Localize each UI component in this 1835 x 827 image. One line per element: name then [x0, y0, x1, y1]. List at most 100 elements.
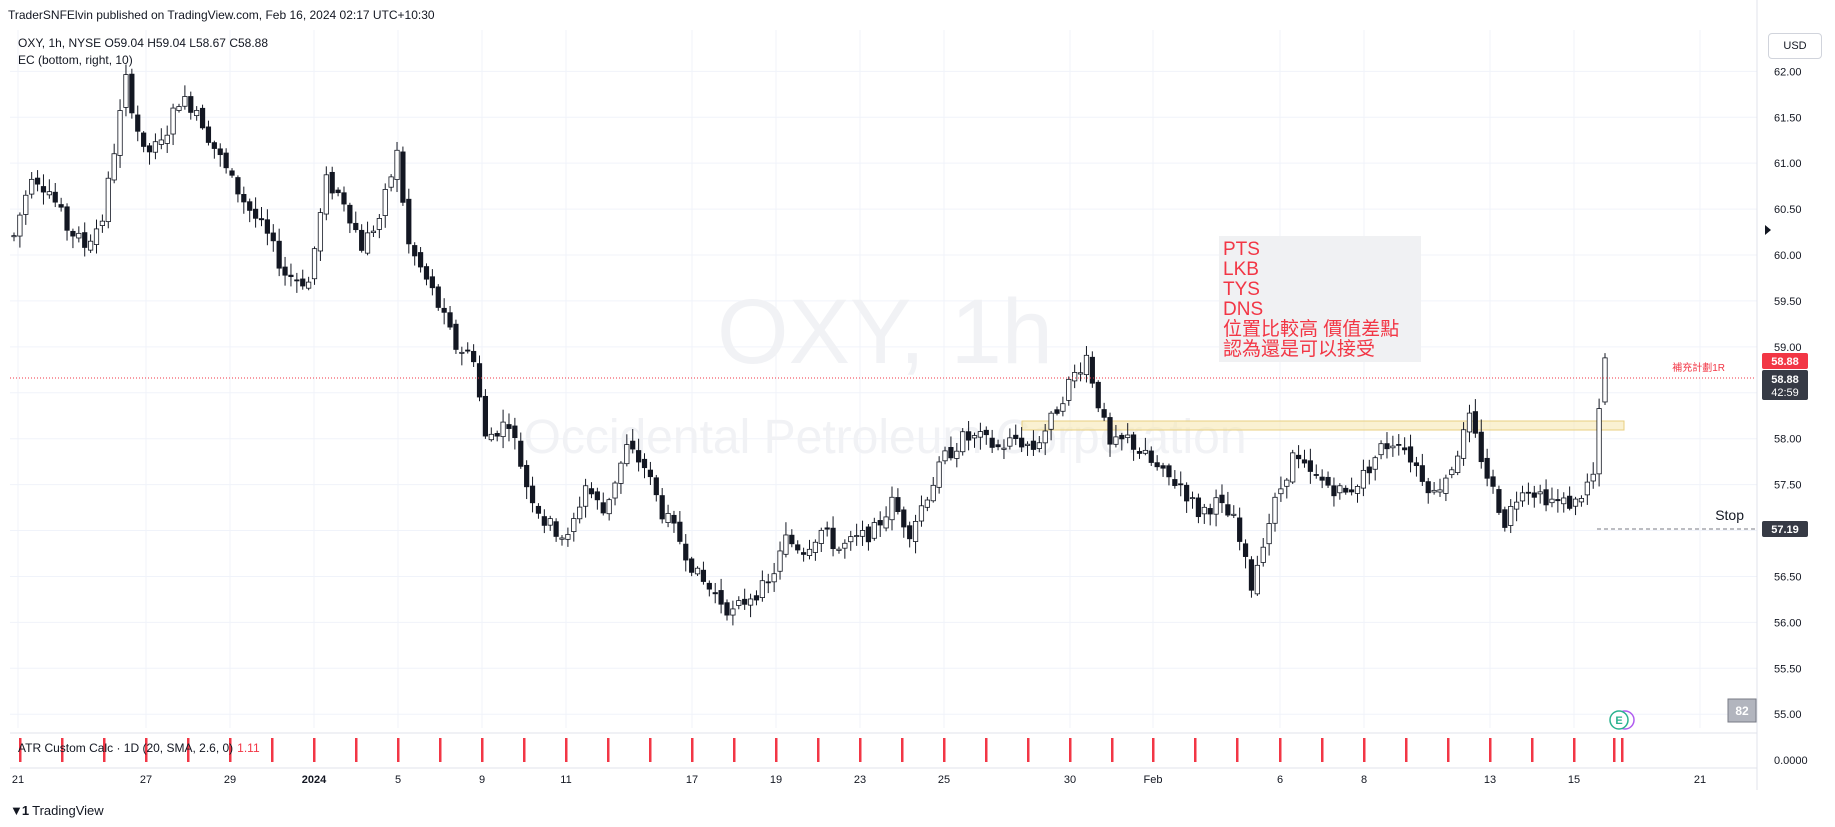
atr-bar	[607, 738, 610, 762]
atr-bar	[355, 738, 358, 762]
candle-body	[977, 431, 983, 438]
candle-body	[765, 581, 771, 584]
candle-body	[241, 194, 247, 203]
candle-body	[1142, 449, 1148, 454]
candle-body	[582, 485, 589, 507]
candle-body	[329, 171, 335, 194]
candle-body	[1172, 479, 1178, 486]
candle-body	[1207, 508, 1213, 515]
candle-body	[29, 178, 35, 195]
atr-bar	[229, 738, 232, 762]
atr-bar	[523, 738, 526, 762]
candle-body	[1113, 436, 1119, 445]
candle-body	[1295, 454, 1302, 460]
price-scale-arrow-icon[interactable]	[1765, 225, 1771, 235]
candle-body	[199, 107, 206, 129]
candle-body	[966, 431, 972, 441]
symbol-line[interactable]: OXY, 1h, NYSE	[18, 36, 102, 50]
candle-body	[247, 201, 253, 211]
candle-body	[11, 235, 17, 238]
candle-body	[1413, 462, 1420, 467]
candle-body	[459, 351, 465, 354]
candle-body	[541, 516, 547, 526]
last-price-badge	[1762, 370, 1808, 400]
time-axis[interactable]: 21 27 29 2024 5 9 11 17 19 23 25 30 Feb 6 8 13 15 21	[12, 774, 1706, 786]
candle-body	[624, 444, 630, 465]
candle-body	[1054, 409, 1060, 414]
atr-bar	[481, 738, 484, 762]
symbol-legend: OXY, 1h, NYSE O59.04 H59.04 L58.67 C58.8…	[18, 35, 268, 69]
candle-body	[1107, 417, 1113, 445]
candle-body	[1019, 437, 1025, 448]
candle-body	[58, 204, 64, 208]
tradingview-logo[interactable]: ▼1 TradingView	[10, 803, 104, 818]
candle-body	[830, 527, 836, 550]
candle-body	[1525, 491, 1531, 494]
candle-body	[665, 513, 671, 523]
y-tick-label: 62.00	[1774, 66, 1802, 78]
candle-body	[1502, 509, 1508, 528]
candle-body	[1030, 440, 1037, 450]
text-annotation[interactable]: PTS LKB TYS DNS 位置比較高 價值差點 認為還是可以接受	[1219, 236, 1421, 362]
candle-body	[912, 521, 919, 542]
candle-body	[111, 153, 117, 181]
candle-body	[1331, 485, 1337, 497]
currency-button[interactable]: USD	[1768, 33, 1822, 59]
earnings-badge[interactable]: E	[1609, 710, 1635, 730]
candle-body	[1354, 486, 1361, 494]
candle-body	[370, 230, 377, 233]
candle-body	[1449, 469, 1455, 476]
candle-body	[783, 534, 789, 555]
candle-body	[1119, 434, 1125, 440]
candle-body	[1460, 429, 1467, 459]
candle-body	[471, 350, 477, 363]
support-zone[interactable]	[1021, 420, 1625, 431]
candle-body	[789, 534, 795, 545]
candle-body	[1007, 437, 1013, 447]
candle-body	[1490, 476, 1496, 487]
candle-body	[488, 433, 494, 441]
candle-body	[571, 518, 577, 533]
candle-body	[1237, 517, 1243, 542]
candle-body	[105, 177, 111, 223]
candle-body	[771, 573, 777, 583]
atr-bar	[943, 738, 946, 762]
x-tick-label: 30	[1064, 774, 1076, 786]
candle-body	[1266, 523, 1272, 545]
price-axis[interactable]: 62.0061.5061.0060.5060.0059.5059.0058.50…	[1756, 0, 1802, 790]
y-tick-label: 57.50	[1774, 480, 1802, 492]
y-tick-label: 59.00	[1774, 342, 1802, 354]
y-tick-label: 60.50	[1774, 204, 1802, 216]
x-tick-label: 17	[686, 774, 698, 786]
atr-bar	[1279, 738, 1282, 762]
candle-body	[223, 152, 229, 169]
candle-body	[653, 477, 659, 496]
candle-body	[700, 569, 707, 582]
candle-body	[288, 274, 294, 278]
candle-body	[995, 444, 1001, 448]
score-badge[interactable]: 82	[1727, 698, 1757, 723]
annotation-line: TYS	[1223, 279, 1260, 300]
atr-bar	[1069, 738, 1072, 762]
y-tick-label: 61.00	[1774, 158, 1802, 170]
candle-body	[1402, 447, 1408, 451]
candle-body	[724, 602, 730, 616]
candle-body	[1125, 434, 1131, 438]
candle-body	[1225, 504, 1231, 516]
candle-body	[706, 582, 712, 590]
candle-body	[412, 245, 418, 257]
indicator-name: ATR Custom Calc · 1D (20, SMA, 2.6, 0)	[18, 741, 234, 755]
candle-body	[1301, 459, 1308, 464]
candle-body	[1319, 476, 1325, 481]
x-tick-label: Feb	[1144, 774, 1163, 786]
stop-price-badge	[1762, 521, 1808, 537]
candle-body	[417, 252, 424, 268]
candle-body	[1425, 481, 1431, 494]
candle-body	[1561, 497, 1567, 505]
indicator-legend[interactable]: ATR Custom Calc · 1D (20, SMA, 2.6, 0) 1.…	[18, 741, 260, 755]
candle-body	[689, 558, 695, 573]
atr-bar	[1152, 738, 1155, 762]
indicator-line[interactable]: EC (bottom, right, 10)	[18, 53, 133, 67]
candle-body	[141, 132, 147, 147]
